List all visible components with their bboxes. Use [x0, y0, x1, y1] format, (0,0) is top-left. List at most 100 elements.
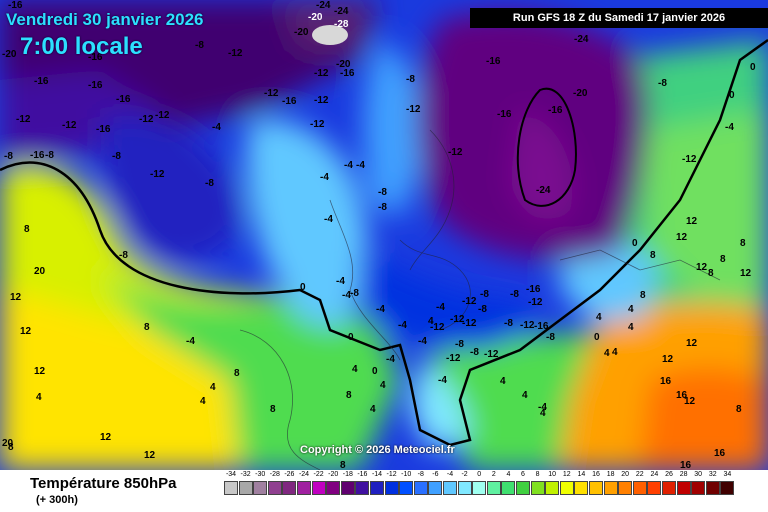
map-value: -4: [320, 172, 329, 183]
legend-label: 22: [635, 471, 644, 478]
map-value: -4: [342, 290, 351, 301]
map-value: 12: [10, 292, 22, 303]
map-value: 12: [144, 450, 156, 461]
copyright-notice: Copyright © 2026 Meteociel.fr: [300, 444, 455, 456]
map-value: -4: [344, 160, 353, 171]
isotherm-labels: -16 -24 -20 -28 -20 -24 -8 -12 -20 -16 -…: [2, 0, 756, 470]
map-value: -4: [436, 302, 445, 313]
legend-swatch: [413, 481, 428, 495]
map-value: 4: [604, 348, 610, 359]
map-value: -12: [448, 147, 463, 158]
map-value: 0: [729, 90, 735, 101]
legend-label: 12: [562, 471, 571, 478]
map-value: -8: [4, 151, 13, 162]
map-value: 0: [750, 62, 756, 73]
legend-swatch: [282, 481, 297, 495]
legend-swatch: [618, 481, 633, 495]
legend-label: -20: [328, 471, 339, 478]
map-value: -4: [186, 336, 195, 347]
legend-swatch: [472, 481, 487, 495]
map-value: -8: [546, 332, 555, 343]
legend-swatch: [676, 481, 691, 495]
map-value: -4: [725, 122, 734, 133]
map-value: 16: [680, 460, 692, 470]
legend-label: -34: [225, 471, 237, 478]
legend-label: -18: [342, 471, 353, 478]
map-value: -12: [462, 318, 477, 329]
legend-swatch: [545, 481, 560, 495]
legend-label: 6: [521, 471, 525, 478]
forecast-date: Vendredi 30 janvier 2026: [6, 10, 204, 29]
legend-label: 8: [535, 471, 540, 478]
map-value: -12: [310, 119, 325, 130]
map-value: -16: [497, 109, 512, 120]
map-value: 4: [370, 404, 376, 415]
map-value: 0: [300, 282, 306, 293]
map-value: -16: [526, 284, 541, 295]
legend-label: 0: [477, 471, 482, 478]
legend-label: 2: [491, 471, 496, 478]
map-value: -12: [682, 154, 697, 165]
model-run-banner: Run GFS 18 Z du Samedi 17 janvier 2026: [470, 8, 768, 28]
map-value: 4: [612, 347, 618, 358]
map-value: 4: [500, 376, 506, 387]
legend-swatch: [603, 481, 618, 495]
map-value: -20: [573, 88, 588, 99]
map-value: -4: [324, 214, 333, 225]
map-value: 4: [522, 390, 528, 401]
map-value: -24: [536, 185, 551, 196]
map-value: 12: [100, 432, 112, 443]
map-value: -8: [112, 151, 121, 162]
map-value: 12: [684, 396, 696, 407]
legend-label: 14: [577, 471, 586, 478]
legend-swatch: [370, 481, 384, 495]
map-value: -16: [116, 94, 131, 105]
map-value: -12: [62, 120, 77, 131]
map-value: 0: [594, 332, 600, 343]
legend-swatch: [297, 481, 311, 495]
legend-label: -2: [461, 471, 468, 478]
map-value: -4: [376, 304, 385, 315]
map-value: 4: [380, 380, 386, 391]
map-value: 12: [740, 268, 752, 279]
map-value: -8: [478, 304, 487, 315]
map-value: 8: [8, 442, 14, 453]
map-value: -12: [462, 296, 477, 307]
legend-swatch: [662, 481, 676, 495]
map-value: 8: [740, 238, 746, 249]
map-value: 4: [628, 304, 634, 315]
map-value: -4: [212, 122, 221, 133]
legend-swatch: [457, 481, 472, 495]
color-legend: -34 -32 -30 -28 -26 -24 -22 -20 -18 -16 -14 -12 -10-…: [224, 470, 754, 508]
legend-label: 10: [548, 471, 557, 478]
map-value: 12: [662, 354, 674, 365]
map-value: 12: [696, 262, 708, 273]
map-value: -16: [88, 80, 103, 91]
map-value: -8: [350, 288, 359, 299]
map-value: 12: [34, 366, 46, 377]
legend-label: -30: [255, 471, 266, 478]
map-value: -12: [450, 314, 465, 325]
map-value: -24: [334, 6, 349, 17]
legend-label: 28: [679, 471, 688, 478]
map-value: -4: [356, 160, 365, 171]
legend-label: -4: [446, 471, 454, 478]
map-value: -12: [16, 114, 31, 125]
legend-label: -12: [386, 471, 397, 478]
map-value: 8: [144, 322, 150, 333]
map-value: -8: [470, 347, 479, 358]
legend-swatch: [574, 481, 589, 495]
legend-label: 20: [621, 471, 630, 478]
map-value: -12: [314, 95, 329, 106]
legend-swatch: [340, 481, 355, 495]
map-value: -12: [528, 297, 543, 308]
legend-label: -8: [417, 471, 424, 478]
map-value: -4: [538, 402, 547, 413]
forecast-time: 7:00 locale: [20, 33, 143, 60]
legend-label: -32: [240, 471, 251, 478]
legend-label: -22: [313, 471, 324, 478]
map-title: Température 850hPa: [30, 475, 177, 492]
legend-label: -14: [371, 471, 383, 478]
map-value: -12: [155, 110, 170, 121]
map-value: -16: [486, 56, 501, 67]
